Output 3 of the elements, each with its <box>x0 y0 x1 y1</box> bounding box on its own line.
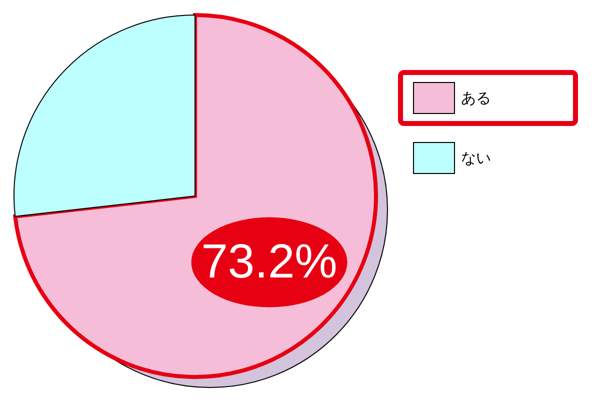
legend-label: ある <box>461 88 491 108</box>
data-label: 73.2% <box>201 236 338 289</box>
legend-label: ない <box>461 148 491 168</box>
